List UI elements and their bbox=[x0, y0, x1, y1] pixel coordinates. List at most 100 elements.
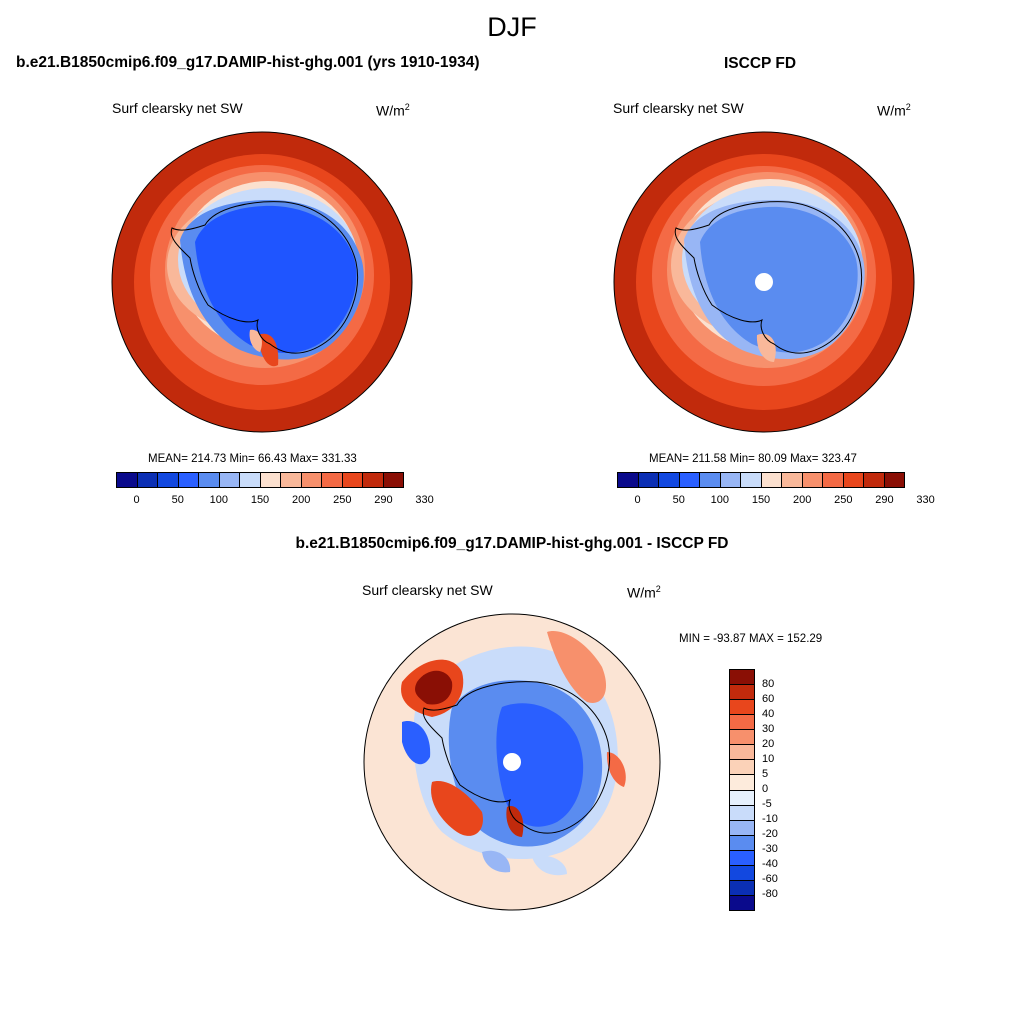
diff-colorbar-tick-label: 40 bbox=[762, 708, 775, 720]
diff-colorbar-tick-label: -40 bbox=[762, 858, 778, 870]
right-units-label: W/m2 bbox=[877, 102, 911, 119]
diff-colorbar-swatch bbox=[730, 670, 754, 686]
diff-units-label: W/m2 bbox=[627, 584, 661, 601]
left-colorbar-tick-label: 330 bbox=[415, 494, 434, 506]
right-colorbar-tick-label: 50 bbox=[672, 494, 685, 506]
diff-colorbar-swatch bbox=[730, 790, 754, 806]
right-colorbar-tick-label: 290 bbox=[875, 494, 894, 506]
right-colorbar-swatch bbox=[782, 473, 803, 487]
left-colorbar-tick-label: 200 bbox=[291, 494, 311, 506]
left-colorbar-tick-label: 50 bbox=[171, 494, 184, 506]
diff-map-field bbox=[364, 614, 660, 910]
diff-colorbar-tick-label: -60 bbox=[762, 873, 778, 885]
left-colorbar-swatch bbox=[240, 473, 261, 487]
left-colorbar-swatch bbox=[260, 473, 281, 487]
right-colorbar bbox=[617, 472, 905, 488]
diff-colorbar-ticks: 80 60 40 30 20 10 5 0 -5 -10 -20 -30 -40 -60 -80 bbox=[762, 669, 802, 909]
diff-colorbar-tick-label: -5 bbox=[762, 798, 772, 810]
right-colorbar-swatch bbox=[679, 473, 700, 487]
left-colorbar-swatch bbox=[117, 473, 138, 487]
right-colorbar-swatch bbox=[618, 473, 639, 487]
left-colorbar-tick-label: 0 bbox=[133, 494, 140, 506]
left-panel-title: b.e21.B1850cmip6.f09_g17.DAMIP-hist-ghg.… bbox=[16, 54, 480, 71]
left-stats-label: MEAN= 214.73 Min= 66.43 Max= 331.33 bbox=[148, 453, 357, 465]
diff-colorbar-tick-label: 0 bbox=[762, 783, 769, 795]
diff-colorbar-tick-label: -80 bbox=[762, 888, 778, 900]
right-colorbar-tick-label: 200 bbox=[792, 494, 812, 506]
diff-colorbar-swatch bbox=[730, 895, 754, 910]
right-colorbar-swatch bbox=[864, 473, 885, 487]
right-colorbar-tick-label: 100 bbox=[710, 494, 730, 506]
diff-colorbar-swatch bbox=[730, 835, 754, 851]
diff-colorbar-tick-label: -20 bbox=[762, 828, 778, 840]
diff-variable-label: Surf clearsky net SW bbox=[362, 582, 493, 598]
diff-colorbar-tick-label: 10 bbox=[762, 753, 775, 765]
left-colorbar-swatch bbox=[137, 473, 158, 487]
diff-colorbar-tick-label: -10 bbox=[762, 813, 778, 825]
right-colorbar-tick-label: 150 bbox=[751, 494, 771, 506]
right-colorbar-swatch bbox=[741, 473, 762, 487]
left-colorbar bbox=[116, 472, 404, 488]
right-colorbar-ticks: 0 50 100 150 200 250 290 330 bbox=[617, 494, 935, 508]
left-colorbar-swatch bbox=[281, 473, 302, 487]
season-title: DJF bbox=[487, 12, 537, 42]
diff-colorbar-swatch bbox=[730, 805, 754, 821]
left-colorbar-swatch bbox=[199, 473, 220, 487]
left-variable-label: Surf clearsky net SW bbox=[112, 100, 243, 116]
left-colorbar-swatch bbox=[219, 473, 240, 487]
diff-colorbar-tick-label: -30 bbox=[762, 843, 778, 855]
left-colorbar-tick-label: 100 bbox=[209, 494, 229, 506]
diff-colorbar bbox=[729, 669, 755, 911]
diff-colorbar-swatch bbox=[730, 685, 754, 701]
left-colorbar-swatch bbox=[158, 473, 179, 487]
diff-colorbar-swatch bbox=[730, 880, 754, 896]
diff-polar-map bbox=[363, 613, 661, 911]
left-colorbar-swatch bbox=[383, 473, 403, 487]
left-colorbar-ticks: 0 50 100 150 200 250 290 330 bbox=[116, 494, 434, 508]
left-colorbar-swatch bbox=[342, 473, 363, 487]
right-variable-label: Surf clearsky net SW bbox=[613, 100, 744, 116]
diff-colorbar-tick-label: 60 bbox=[762, 693, 775, 705]
diff-colorbar-swatch bbox=[730, 820, 754, 836]
diff-colorbar-tick-label: 5 bbox=[762, 768, 769, 780]
left-colorbar-swatch bbox=[363, 473, 384, 487]
diff-colorbar-tick-label: 20 bbox=[762, 738, 775, 750]
diff-colorbar-swatch bbox=[730, 760, 754, 776]
right-colorbar-tick-label: 330 bbox=[916, 494, 935, 506]
left-map-field bbox=[112, 132, 412, 432]
right-colorbar-swatch bbox=[700, 473, 721, 487]
left-colorbar-tick-label: 290 bbox=[374, 494, 393, 506]
right-colorbar-swatch bbox=[823, 473, 844, 487]
diff-panel-title: b.e21.B1850cmip6.f09_g17.DAMIP-hist-ghg.… bbox=[295, 535, 729, 552]
right-colorbar-swatch bbox=[720, 473, 741, 487]
right-map-field bbox=[614, 132, 914, 432]
diff-colorbar-swatch bbox=[730, 715, 754, 731]
right-colorbar-tick-label: 250 bbox=[834, 494, 853, 506]
left-colorbar-swatch bbox=[178, 473, 199, 487]
right-colorbar-swatch bbox=[638, 473, 659, 487]
diff-colorbar-swatch bbox=[730, 775, 754, 791]
left-colorbar-tick-label: 250 bbox=[333, 494, 352, 506]
diff-stats-label: MIN = -93.87 MAX = 152.29 bbox=[679, 633, 823, 645]
diff-colorbar-tick-label: 30 bbox=[762, 723, 775, 735]
right-stats-label: MEAN= 211.58 Min= 80.09 Max= 323.47 bbox=[649, 453, 857, 465]
right-colorbar-swatch bbox=[659, 473, 680, 487]
diff-colorbar-swatch bbox=[730, 745, 754, 761]
left-colorbar-tick-label: 150 bbox=[250, 494, 270, 506]
diff-colorbar-tick-label: 80 bbox=[762, 678, 775, 690]
right-colorbar-swatch bbox=[802, 473, 823, 487]
diff-colorbar-swatch bbox=[730, 865, 754, 881]
left-colorbar-swatch bbox=[322, 473, 343, 487]
left-units-label: W/m2 bbox=[376, 102, 410, 119]
right-polar-map bbox=[613, 131, 915, 433]
right-colorbar-swatch bbox=[761, 473, 782, 487]
right-colorbar-tick-label: 0 bbox=[634, 494, 641, 506]
left-colorbar-swatch bbox=[301, 473, 322, 487]
right-colorbar-swatch bbox=[884, 473, 904, 487]
left-polar-map bbox=[111, 131, 413, 433]
diff-colorbar-swatch bbox=[730, 730, 754, 746]
right-colorbar-swatch bbox=[843, 473, 864, 487]
right-panel-title: ISCCP FD bbox=[724, 55, 797, 72]
diff-colorbar-swatch bbox=[730, 850, 754, 866]
diff-colorbar-swatch bbox=[730, 700, 754, 716]
